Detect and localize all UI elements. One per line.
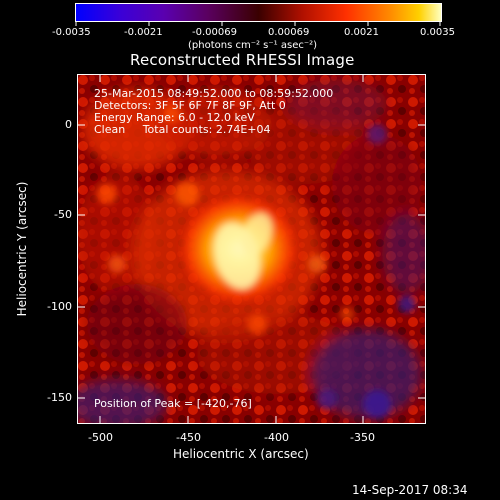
colorbar-ticks — [75, 21, 441, 26]
colorbar-tick-label: -0.0035 — [52, 27, 91, 38]
detectors-info: Detectors: 3F 5F 6F 7F 8F 9F, Att 0 — [94, 99, 286, 112]
y-tick-label: -150 — [47, 391, 72, 404]
colorbar-units-label: (photons cm⁻² s⁻¹ asec⁻²) — [188, 40, 318, 51]
image-title: Reconstructed RHESSI Image — [130, 51, 355, 69]
colorbar-tick-label: -0.0021 — [124, 27, 163, 38]
observation-time: 25-Mar-2015 08:49:52.000 to 08:59:52.000 — [94, 87, 334, 100]
x-tick-label: -400 — [264, 431, 289, 444]
rhessi-image — [77, 74, 426, 424]
colorbar — [75, 3, 442, 22]
y-tick-label: -100 — [47, 300, 72, 313]
x-tick-label: -450 — [176, 431, 201, 444]
x-tick-label: -350 — [350, 431, 375, 444]
y-tick-label: 0 — [65, 118, 72, 131]
y-tick-label: -50 — [54, 208, 72, 221]
x-axis-label: Heliocentric X (arcsec) — [173, 447, 309, 461]
colorbar-tick-label: -0.00069 — [192, 27, 237, 38]
peak-position-label: Position of Peak = [-420,-76] — [94, 397, 252, 410]
x-tick-label: -500 — [88, 431, 113, 444]
colorbar-tick-label: 0.0021 — [344, 27, 379, 38]
colorbar-tick-label: 0.0035 — [420, 27, 455, 38]
energy-range-info: Energy Range: 6.0 - 12.0 keV — [94, 111, 255, 124]
y-axis-label: Heliocentric Y (arcsec) — [15, 181, 29, 317]
generated-timestamp: 14-Sep-2017 08:34 — [352, 483, 468, 497]
clean-counts-info: Clean Total counts: 2.74E+04 — [94, 123, 271, 136]
colorbar-tick-label: 0.00069 — [268, 27, 310, 38]
